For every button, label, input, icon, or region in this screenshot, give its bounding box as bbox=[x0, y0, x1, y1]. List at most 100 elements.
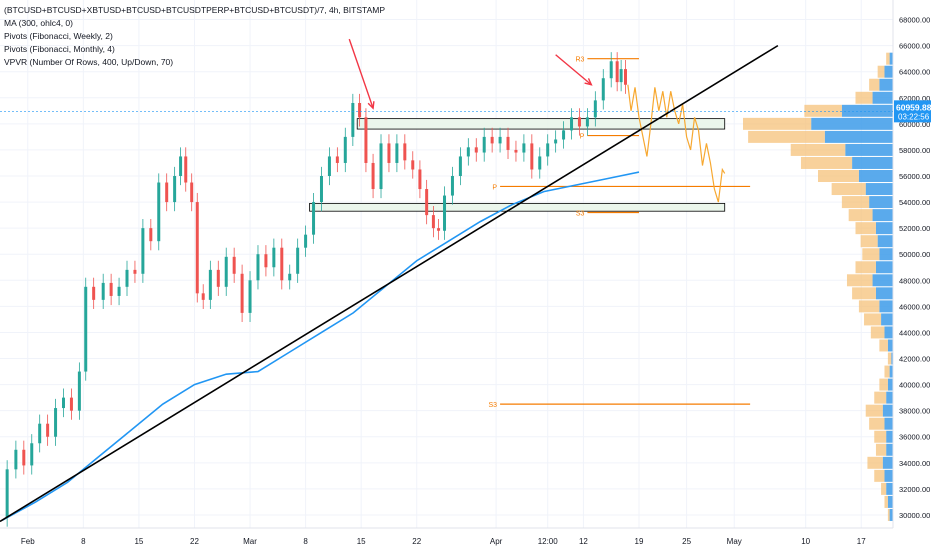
y-tick-label: 44000.00 bbox=[899, 328, 930, 337]
candle-body bbox=[84, 286, 88, 372]
vp-up-bar bbox=[886, 391, 893, 404]
y-tick-label: 38000.00 bbox=[899, 407, 930, 416]
current-price-label: 60959.88 03:22:56 bbox=[894, 100, 932, 123]
candle-body bbox=[450, 176, 454, 196]
candle-body bbox=[466, 147, 470, 157]
vp-up-bar bbox=[882, 404, 893, 417]
y-tick-label: 46000.00 bbox=[899, 302, 930, 311]
candle-body bbox=[190, 182, 194, 203]
candle-body bbox=[22, 449, 26, 466]
projection-series bbox=[627, 84, 726, 203]
candle-body bbox=[490, 136, 494, 144]
x-tick-label: 12:00 bbox=[538, 537, 559, 546]
arrow-shaft bbox=[348, 38, 374, 109]
vp-down-bar bbox=[790, 143, 846, 156]
vp-down-bar bbox=[879, 378, 888, 391]
candle-body bbox=[256, 254, 260, 281]
candle-body bbox=[149, 228, 153, 242]
candle-body bbox=[179, 156, 183, 176]
vp-up-bar bbox=[887, 495, 893, 508]
current-price-badge bbox=[894, 100, 931, 123]
candle-countdown: 03:22:56 bbox=[898, 112, 930, 121]
vp-down-bar bbox=[869, 417, 885, 430]
candle-body bbox=[69, 397, 73, 411]
vp-down-bar bbox=[874, 391, 887, 404]
candle-body bbox=[387, 143, 391, 163]
y-tick-label: 36000.00 bbox=[899, 433, 930, 442]
legend-indicator[interactable]: VPVR (Number Of Rows, 400, Up/Down, 70) bbox=[4, 57, 174, 67]
candle-body bbox=[601, 78, 605, 101]
vp-up-bar bbox=[841, 104, 893, 117]
x-tick-label: 15 bbox=[357, 537, 366, 546]
x-tick-label: 22 bbox=[412, 537, 421, 546]
vp-down-bar bbox=[855, 261, 876, 274]
candle-body bbox=[125, 269, 129, 287]
volume-profile bbox=[743, 52, 893, 521]
vp-down-bar bbox=[877, 65, 885, 78]
x-tick-label: Apr bbox=[490, 537, 503, 546]
vp-down-bar bbox=[886, 52, 890, 65]
y-tick-label: 48000.00 bbox=[899, 276, 930, 285]
vp-up-bar bbox=[889, 508, 893, 521]
vp-down-bar bbox=[874, 430, 887, 443]
candle-body bbox=[46, 423, 50, 437]
vp-up-bar bbox=[884, 326, 893, 339]
candle-body bbox=[585, 117, 589, 127]
y-tick-label: 68000.00 bbox=[899, 16, 930, 25]
x-tick-label: 19 bbox=[635, 537, 644, 546]
candle-body bbox=[482, 136, 486, 153]
candle-body bbox=[319, 176, 323, 203]
time-axis: Feb 8 15 22 Mar 8 15 22 Apr 12:00 12 19 25 May 10 17 bbox=[0, 527, 893, 546]
vp-up-bar bbox=[881, 313, 893, 326]
legend-indicator[interactable]: Pivots (Fibonacci, Weekly, 2) bbox=[4, 31, 113, 41]
pivot-label: S3 bbox=[576, 211, 585, 218]
vp-down-bar bbox=[884, 365, 890, 378]
x-tick-label: 15 bbox=[134, 537, 143, 546]
candle-body bbox=[570, 117, 574, 131]
candle-body bbox=[418, 169, 422, 190]
candle-body bbox=[141, 228, 145, 274]
vp-up-bar bbox=[877, 235, 893, 248]
vp-up-bar bbox=[865, 183, 893, 196]
y-tick-label: 50000.00 bbox=[899, 250, 930, 259]
x-tick-label: 10 bbox=[801, 537, 810, 546]
candle-body bbox=[157, 182, 161, 242]
vp-up-bar bbox=[872, 91, 893, 104]
price-axis: 30000.00 32000.00 34000.00 36000.00 38000.00… bbox=[0, 0, 930, 528]
candle-body bbox=[514, 149, 518, 153]
candle-body bbox=[425, 189, 429, 216]
candle-body bbox=[364, 117, 368, 163]
vp-down-bar bbox=[743, 117, 812, 130]
candle-body bbox=[609, 61, 613, 79]
vp-up-bar bbox=[872, 274, 893, 287]
vp-down-bar bbox=[848, 209, 873, 222]
candle-body bbox=[411, 160, 415, 170]
candle-body bbox=[77, 371, 81, 411]
y-tick-label: 62000.00 bbox=[899, 94, 930, 103]
candle-body bbox=[304, 234, 308, 248]
pivot-lines: R3 P P S3 S3 bbox=[489, 57, 751, 409]
y-tick-label: 42000.00 bbox=[899, 355, 930, 364]
resistance-zone bbox=[356, 118, 726, 130]
candle-body bbox=[173, 176, 177, 203]
candle-body bbox=[577, 117, 581, 127]
candle-body bbox=[458, 156, 462, 176]
x-tick-label: 12 bbox=[579, 537, 588, 546]
legend-indicator[interactable]: Pivots (Fibonacci, Monthly, 4) bbox=[4, 44, 115, 54]
vp-down-bar bbox=[881, 482, 887, 495]
vp-down-bar bbox=[869, 78, 880, 91]
vp-down-bar bbox=[804, 104, 842, 117]
candle-body bbox=[195, 202, 199, 294]
vp-down-bar bbox=[841, 196, 870, 209]
legend-indicator[interactable]: MA (300, ohlc4, 0) bbox=[4, 18, 73, 28]
legend-title: (BTCUSD+BTCUSD+XBTUSD+BTCUSD+BTCUSDTPERP… bbox=[4, 5, 385, 15]
candle-body bbox=[165, 182, 169, 203]
vp-up-bar bbox=[879, 78, 893, 91]
candle-body bbox=[506, 136, 510, 150]
candle-body bbox=[437, 228, 441, 231]
arrow-head bbox=[584, 78, 593, 86]
vp-down-bar bbox=[855, 222, 876, 235]
vp-up-bar bbox=[858, 170, 893, 182]
